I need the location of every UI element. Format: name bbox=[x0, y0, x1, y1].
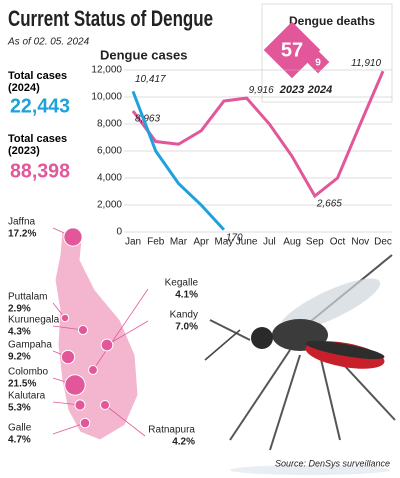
leader-line bbox=[104, 404, 146, 437]
leader-line bbox=[106, 320, 149, 346]
x-tick-label: Sep bbox=[306, 237, 324, 248]
district-bubble bbox=[63, 227, 83, 247]
district-bubble bbox=[77, 324, 89, 336]
chart-title: Dengue cases bbox=[100, 47, 187, 62]
district-name: Ratnapura bbox=[148, 425, 195, 436]
district-bubble bbox=[60, 349, 76, 365]
value-label: 2,665 bbox=[316, 199, 342, 210]
value-label: 10,417 bbox=[135, 74, 166, 85]
date: As of 02. 05. 2024 bbox=[7, 37, 90, 48]
y-tick-label: 4,000 bbox=[97, 173, 122, 184]
total-label: Total cases (2023) bbox=[8, 133, 68, 157]
x-tick-label: Dec bbox=[374, 237, 392, 248]
district-name: Kalutara bbox=[8, 391, 46, 402]
district-share: 4.3% bbox=[8, 327, 31, 338]
x-tick-label: Jul bbox=[263, 237, 276, 248]
y-tick-label: 2,000 bbox=[97, 200, 122, 211]
total-value: 22,443 bbox=[10, 95, 70, 117]
x-tick-label: Oct bbox=[330, 237, 346, 248]
district-name: Kegalle bbox=[165, 278, 199, 289]
district-name: Kurunegala bbox=[8, 315, 60, 326]
deaths-year: 2023 bbox=[279, 84, 304, 96]
district-share: 7.0% bbox=[175, 322, 198, 333]
y-tick-label: 0 bbox=[116, 227, 122, 238]
line bbox=[131, 70, 385, 199]
district-share: 2.9% bbox=[8, 304, 31, 315]
district-share: 17.2% bbox=[8, 229, 36, 240]
district-share: 21.5% bbox=[8, 379, 36, 390]
x-tick-label: Mar bbox=[170, 237, 188, 248]
district-share: 4.1% bbox=[175, 290, 198, 301]
value-label: 170 bbox=[226, 232, 243, 243]
total-label-text: Total cases (2023) bbox=[8, 133, 68, 157]
district-bubble bbox=[88, 365, 98, 375]
district-name: Colombo bbox=[8, 367, 48, 378]
x-tick-label: June bbox=[236, 237, 258, 248]
district-name: Gampaha bbox=[8, 340, 52, 351]
leader-line bbox=[92, 288, 149, 371]
x-tick-label: May bbox=[214, 237, 233, 248]
deaths-value: 57 bbox=[281, 39, 303, 61]
total-label: Total cases (2024) bbox=[8, 70, 68, 94]
district-share: 9.2% bbox=[8, 352, 31, 363]
value-label: 9,916 bbox=[249, 85, 274, 96]
deaths-title: Dengue deaths bbox=[289, 14, 375, 28]
district-bubble bbox=[74, 399, 86, 411]
district-bubble bbox=[99, 399, 111, 411]
deaths-value: 9 bbox=[315, 58, 321, 69]
deaths-year: 2024 bbox=[307, 84, 332, 96]
x-tick-label: Aug bbox=[283, 237, 301, 248]
y-tick-label: 6,000 bbox=[97, 146, 122, 157]
district-name: Kandy bbox=[170, 310, 198, 321]
total-label-text: Total cases (2024) bbox=[8, 70, 68, 94]
line bbox=[131, 90, 226, 231]
x-tick-label: Apr bbox=[193, 237, 209, 248]
y-tick-label: 10,000 bbox=[91, 92, 122, 103]
district-share: 4.2% bbox=[172, 437, 195, 448]
district-share: 4.7% bbox=[8, 435, 31, 446]
x-tick-label: Nov bbox=[351, 237, 369, 248]
district-bubble bbox=[79, 417, 91, 429]
x-tick-label: Jan bbox=[125, 237, 141, 248]
y-tick-label: 12,000 bbox=[91, 65, 122, 76]
total-value: 88,398 bbox=[10, 160, 70, 182]
title: Current Status of Dengue bbox=[8, 6, 213, 31]
y-tick-label: 8,000 bbox=[97, 119, 122, 130]
district-name: Jaffna bbox=[8, 217, 35, 228]
district-bubble bbox=[100, 338, 114, 352]
district-bubble bbox=[64, 374, 86, 396]
leader-line bbox=[52, 422, 86, 435]
district-name: Puttalam bbox=[8, 292, 47, 303]
mosquito bbox=[204, 254, 396, 475]
value-label: 8,963 bbox=[135, 114, 160, 125]
district-bubble bbox=[60, 313, 70, 323]
x-tick-label: Feb bbox=[147, 237, 165, 248]
district-share: 5.3% bbox=[8, 403, 31, 414]
source: Source: DenSys surveillance bbox=[275, 458, 390, 468]
district-name: Galle bbox=[8, 423, 32, 434]
value-label: 11,910 bbox=[351, 58, 381, 69]
